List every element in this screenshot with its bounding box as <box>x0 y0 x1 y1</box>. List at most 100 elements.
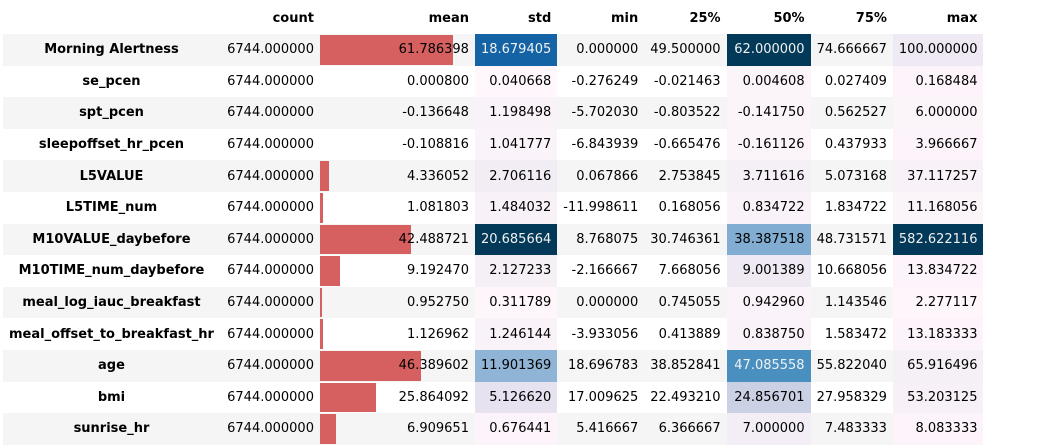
cell-mean: 25.864092 <box>319 382 475 414</box>
cell-std: 20.685664 <box>474 223 558 256</box>
mean-bar <box>319 192 323 223</box>
cell-mean: -0.108816 <box>320 129 475 161</box>
cell-count: 6744.000000 <box>227 295 314 311</box>
cell-p75: 1.583472 <box>824 326 887 342</box>
cell-max: 3.966667 <box>892 128 984 161</box>
column-header: min <box>557 3 645 34</box>
table-row: sunrise_hr 6744.000000 6.909651 0.676441 5.4… <box>3 413 984 445</box>
cell-p50: 24.856701 <box>726 381 811 414</box>
cell-count: 6744.000000 <box>227 105 314 121</box>
cell-min: -5.702030 <box>571 105 639 121</box>
cell-min: 0.000000 <box>576 42 639 58</box>
cell-std: 5.126620 <box>474 381 558 414</box>
cell-std: 1.484032 <box>474 191 558 224</box>
cell-std: 1.041777 <box>474 128 558 161</box>
cell-max: 0.168484 <box>892 65 984 98</box>
row-label: age <box>98 358 125 374</box>
table-row: age 6744.000000 46.389602 11.901369 18.69678… <box>3 349 984 382</box>
cell-count: 6744.000000 <box>227 200 314 216</box>
cell-mean: 61.786398 <box>319 34 475 66</box>
cell-p75: 74.666667 <box>816 42 887 58</box>
cell-mean: 0.952750 <box>319 287 475 319</box>
cell-p50: 62.000000 <box>726 34 811 66</box>
cell-min: -6.843939 <box>571 137 639 153</box>
cell-min: -0.276249 <box>571 73 639 89</box>
cell-p25: 7.668056 <box>658 263 721 279</box>
mean-bar <box>319 256 340 286</box>
cell-count: 6744.000000 <box>227 421 314 437</box>
cell-max: 8.083333 <box>892 413 984 445</box>
cell-p50: 3.711616 <box>726 160 811 192</box>
cell-p25: 2.753845 <box>658 168 721 184</box>
table-row: meal_offset_to_breakfast_hr 6744.000000 1.… <box>3 318 984 350</box>
cell-mean-value: 61.786398 <box>398 42 469 58</box>
cell-min: 18.696783 <box>567 358 639 374</box>
cell-p25: 49.500000 <box>650 42 721 58</box>
cell-count: 6744.000000 <box>227 42 314 58</box>
column-header: 25% <box>644 3 727 34</box>
row-label: bmi <box>97 389 126 405</box>
column-header: max <box>892 3 984 34</box>
cell-p75: 10.668056 <box>816 263 887 279</box>
cell-p50: 0.004608 <box>726 65 811 98</box>
row-label: se_pcen <box>82 73 141 89</box>
cell-p50: -0.161126 <box>726 128 811 161</box>
mean-bar <box>319 319 323 349</box>
cell-min: 17.009625 <box>567 389 639 405</box>
cell-max: 53.203125 <box>892 381 984 414</box>
cell-std: 18.679405 <box>474 34 558 66</box>
table-row: spt_pcen 6744.000000 -0.136648 1.198498 -5.7… <box>3 97 984 129</box>
cell-max: 13.183333 <box>892 318 984 350</box>
cell-std: 1.246144 <box>474 318 558 350</box>
cell-p75: 1.834722 <box>824 200 887 216</box>
mean-bar <box>319 382 376 413</box>
cell-p25: 22.493210 <box>650 389 721 405</box>
cell-p25: 0.413889 <box>658 326 721 342</box>
cell-max: 2.277117 <box>892 286 984 319</box>
cell-p50: 0.834722 <box>726 191 811 224</box>
cell-p25: 6.366667 <box>658 421 721 437</box>
mean-bar <box>319 224 411 255</box>
mean-bar <box>319 161 329 191</box>
cell-min: -11.998611 <box>563 200 639 216</box>
column-header: std <box>474 3 558 34</box>
cell-mean-value: -0.108816 <box>402 137 469 153</box>
cell-mean: 6.909651 <box>319 413 475 445</box>
cell-max: 6.000000 <box>892 97 984 129</box>
cell-min: 0.067866 <box>576 168 639 184</box>
cell-max: 100.000000 <box>892 34 984 66</box>
describe-table: count mean std min 25% 50% 75% max Morni… <box>3 3 984 445</box>
row-label: M10TIME_num_daybefore <box>18 263 205 279</box>
cell-mean: 1.081803 <box>319 192 475 224</box>
cell-p75: 7.483333 <box>824 421 887 437</box>
cell-p75: 0.437933 <box>824 137 887 153</box>
cell-max: 582.622116 <box>892 223 984 256</box>
cell-mean-value: 42.488721 <box>398 231 469 247</box>
cell-p25: -0.021463 <box>653 73 721 89</box>
mean-bar <box>319 350 421 381</box>
mean-bar <box>319 287 322 318</box>
cell-mean-value: 4.336052 <box>406 168 469 184</box>
cell-std: 0.311789 <box>474 286 558 319</box>
cell-std: 11.901369 <box>474 349 558 382</box>
cell-count: 6744.000000 <box>227 389 314 405</box>
cell-count: 6744.000000 <box>227 168 314 184</box>
mean-bar <box>319 414 336 444</box>
mean-bar <box>319 35 453 65</box>
table-row: M10VALUE_daybefore 6744.000000 42.488721 20… <box>3 223 984 256</box>
cell-p25: -0.803522 <box>653 105 721 121</box>
cell-count: 6744.000000 <box>227 358 314 374</box>
cell-std: 1.198498 <box>474 97 558 129</box>
cell-mean: 46.389602 <box>319 350 475 382</box>
row-label: M10VALUE_daybefore <box>32 231 191 247</box>
cell-mean-value: 25.864092 <box>398 389 469 405</box>
cell-p50: 47.085558 <box>726 349 811 382</box>
cell-p75: 55.822040 <box>816 358 887 374</box>
row-label: meal_offset_to_breakfast_hr <box>9 326 214 342</box>
cell-max: 65.916496 <box>892 349 984 382</box>
cell-count: 6744.000000 <box>227 73 314 89</box>
column-header: mean <box>319 3 475 34</box>
table-row: se_pcen 6744.000000 0.000800 0.040668 -0.276… <box>3 65 984 98</box>
table-row: Morning Alertness 6744.000000 61.786398 18.… <box>3 34 984 66</box>
cell-min: 0.000000 <box>576 295 639 311</box>
